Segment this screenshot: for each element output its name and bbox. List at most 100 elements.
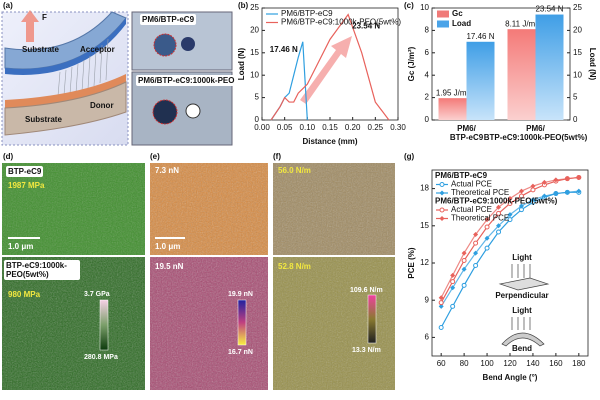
y2-tick-label: 5	[573, 93, 578, 102]
data-point	[439, 216, 445, 221]
data-point	[461, 250, 467, 256]
x-tick-label: 160	[549, 359, 563, 368]
image-title: BTP-eC9	[6, 166, 44, 177]
image-value: 56.0 N/m	[278, 166, 311, 175]
panel-label: (e)	[150, 152, 160, 161]
image-value: 980 MPa	[8, 290, 41, 299]
afm-texture	[150, 257, 268, 390]
data-point	[553, 191, 559, 197]
y-tick-label: 5	[255, 93, 260, 102]
x-axis-label: Distance (mm)	[302, 137, 357, 146]
x-tick-label: 0.15	[322, 123, 338, 132]
bar	[507, 29, 536, 120]
y-tick-label: 20	[250, 26, 259, 35]
panel-label: (g)	[404, 152, 415, 161]
data-point	[461, 266, 467, 272]
legend-label: Theoretical PCE	[451, 214, 509, 223]
scale-label: 1.0 μm	[8, 242, 34, 251]
y-tick-label: 8	[425, 26, 430, 35]
y-tick-label: 6	[425, 48, 430, 57]
y-axis-label: PCE (%)	[407, 247, 416, 278]
data-point	[496, 223, 502, 229]
legend-group: PM6/BTP-eC9	[435, 171, 488, 180]
x-tick-label: PM6/BTP-eC9:1000k-PEO(5wt%)	[484, 124, 588, 142]
panel-label: (d)	[3, 152, 14, 161]
data-point	[507, 196, 513, 202]
value-label: 17.46 N	[466, 32, 494, 41]
y2-tick-label: 25	[573, 3, 582, 12]
y-tick-label: 0	[255, 115, 260, 124]
legend-label: PM6/BTP-eC9	[281, 9, 333, 18]
data-point	[473, 231, 479, 237]
x-tick-label: 120	[503, 359, 517, 368]
y2-tick-label: 15	[573, 48, 582, 57]
peak-label: 23.54 N	[352, 22, 380, 31]
data-point	[541, 193, 547, 199]
donor-layer	[5, 74, 126, 108]
data-point	[473, 262, 479, 268]
colorbar	[99, 299, 109, 351]
image-value: 19.5 nN	[155, 262, 184, 271]
data-point	[564, 176, 570, 182]
layer-label: Acceptor	[80, 45, 115, 54]
data-point	[507, 200, 513, 206]
x-tick-label: 0.25	[368, 123, 384, 132]
inset-drawing	[498, 264, 550, 347]
colorbar-max: 3.7 GPa	[84, 291, 110, 298]
legend-label: Actual PCE	[451, 180, 492, 189]
data-point	[553, 177, 559, 183]
image-value: 52.8 N/m	[278, 262, 311, 271]
force-label: F	[42, 13, 47, 22]
y2-tick-label: 10	[573, 70, 582, 79]
data-point	[576, 174, 582, 180]
force-arrow	[21, 10, 39, 42]
data-point	[507, 217, 513, 223]
colorbar-min: 13.3 N/m	[352, 347, 381, 354]
data-point	[496, 210, 502, 216]
value-label: 23.54 N	[535, 5, 563, 14]
x-tick-label: 0.00	[254, 123, 270, 132]
x-tick-label: 0.10	[300, 123, 316, 132]
data-point	[461, 282, 467, 288]
y-tick-label: 18	[420, 184, 429, 193]
data-point	[564, 189, 570, 195]
data-point	[450, 272, 456, 278]
y-tick-label: 0	[425, 115, 430, 124]
image-title: BTP-eC9:1000k-PEO(5wt%)	[4, 260, 80, 280]
colorbar-min: 16.7 nN	[228, 349, 253, 356]
data-point	[484, 235, 490, 241]
data-point	[496, 204, 502, 210]
plot-frame	[431, 7, 571, 121]
x-tick-label: 0.20	[345, 123, 361, 132]
annotation: Bend	[512, 344, 532, 353]
y-tick-label: 15	[420, 221, 429, 230]
image-value: 1987 MPa	[8, 181, 45, 190]
data-point	[484, 245, 490, 251]
value-label: 1.95 J/m²	[436, 88, 470, 97]
y-tick-label: 12	[420, 258, 429, 267]
data-point	[439, 182, 445, 187]
afm-texture	[273, 163, 395, 255]
x-tick-label: PM6/BTP-eC9	[450, 124, 484, 142]
data-point	[461, 258, 467, 264]
data-point	[530, 183, 536, 189]
y-tick-label: 6	[425, 333, 430, 342]
layer-label: Substrate	[25, 115, 62, 124]
x-tick-label: 0.30	[390, 123, 406, 132]
data-line	[270, 13, 390, 121]
data-point	[438, 303, 444, 309]
y-axis-label: Gc (J/m²)	[407, 46, 416, 81]
legend-label: Load	[452, 19, 471, 28]
y-tick-label: 10	[420, 3, 429, 12]
colorbar	[237, 299, 247, 346]
layer-label: Donor	[90, 101, 114, 110]
legend-swatch	[437, 10, 449, 18]
x-tick-label: 100	[480, 359, 494, 368]
x-tick-label: 140	[526, 359, 540, 368]
trend-arrow	[300, 36, 352, 104]
colorbar-max: 19.9 nN	[228, 291, 253, 298]
image-value: 7.3 nN	[155, 166, 180, 175]
y-tick-label: 15	[250, 48, 259, 57]
legend-group: PM6/BTP-eC9:1000k-PEO(5wt%)	[435, 197, 558, 206]
